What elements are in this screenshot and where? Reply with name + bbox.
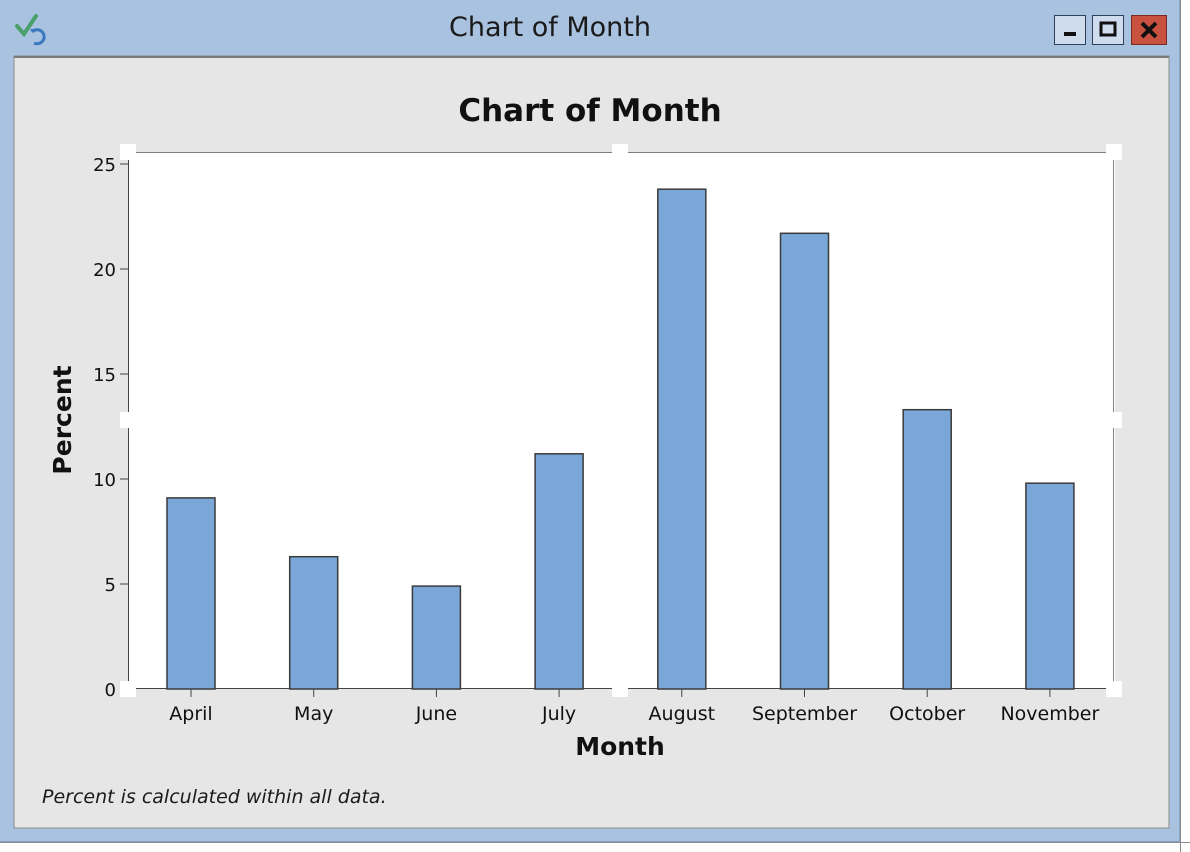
close-icon (1140, 21, 1158, 39)
y-tick-label: 10 (93, 470, 116, 491)
close-button[interactable] (1131, 15, 1167, 45)
bar-may[interactable] (288, 555, 339, 690)
bar-july[interactable] (534, 453, 584, 690)
chart-title: Chart of Month (458, 93, 721, 129)
x-tick-label: June (415, 703, 457, 725)
y-axis-label: Percent (48, 365, 77, 474)
maximize-button[interactable] (1092, 15, 1124, 45)
minimize-icon (1064, 32, 1076, 36)
footnote: Percent is calculated within all data. (42, 786, 387, 808)
bar-november[interactable] (1025, 482, 1075, 690)
x-tick-label: October (889, 703, 965, 725)
y-tick-label: 5 (105, 575, 116, 596)
x-tick-label: May (294, 703, 333, 725)
title-bar[interactable]: Chart of Month (0, 0, 1180, 56)
bar-june[interactable] (411, 585, 462, 690)
x-tick-label: July (541, 703, 576, 725)
window-title: Chart of Month (448, 12, 651, 43)
bar-august[interactable] (657, 188, 707, 690)
bar-april[interactable] (166, 497, 216, 690)
bar-october[interactable] (902, 408, 952, 690)
x-tick-label: November (1000, 703, 1099, 725)
x-tick-label: August (649, 703, 716, 725)
bar-september[interactable] (779, 232, 830, 690)
maximize-icon (1099, 21, 1117, 37)
x-tick-label: September (752, 703, 857, 725)
x-axis-label: Month (575, 732, 665, 761)
plot-area[interactable] (128, 152, 1115, 689)
y-tick-label: 15 (93, 365, 116, 386)
y-tick-label: 0 (105, 680, 116, 701)
checkmark-refresh-icon (15, 14, 46, 46)
y-tick-label: 20 (93, 260, 116, 281)
minimize-button[interactable] (1054, 15, 1086, 45)
y-tick-label: 25 (93, 155, 116, 176)
x-tick-label: April (169, 703, 212, 725)
selection-handles[interactable] (120, 144, 1122, 697)
